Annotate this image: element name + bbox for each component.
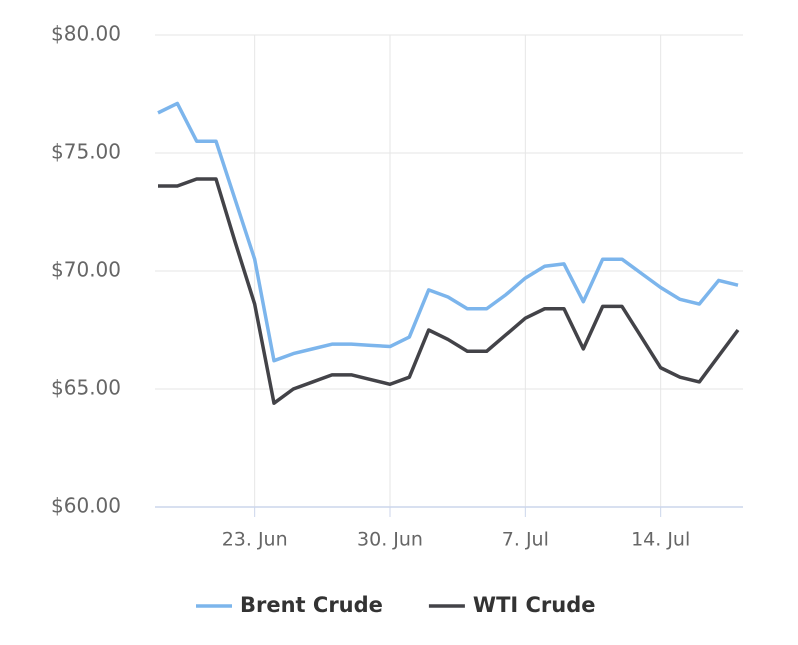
y-tick-label: $70.00 [51,258,121,282]
legend-label: WTI Crude [473,593,596,617]
x-tick-label: 7. Jul [502,529,549,551]
y-tick-label: $80.00 [51,22,121,46]
legend-label: Brent Crude [240,593,383,617]
x-tick-label: 14. Jul [631,529,690,551]
series-line [158,177,740,405]
y-tick-label: $60.00 [51,494,121,518]
y-tick-label: $75.00 [51,140,121,164]
series-line [157,101,739,363]
legend: Brent Crude WTI Crude [196,593,596,617]
x-tick-label: 23. Jun [222,529,288,551]
x-tick-label: 30. Jun [357,529,423,551]
y-tick-label: $65.00 [51,376,121,400]
